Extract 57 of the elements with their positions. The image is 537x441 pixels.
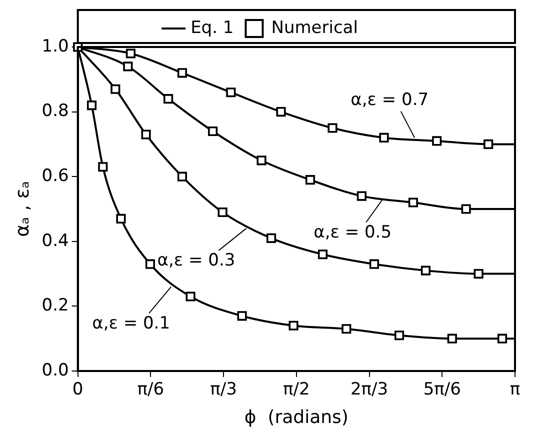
point <box>432 136 442 146</box>
y-tick-label: 0.8 <box>42 101 69 122</box>
point <box>356 191 366 201</box>
point <box>288 320 298 330</box>
x-axis-title: ϕ (radians) <box>244 406 348 428</box>
y-tick-label: 0.4 <box>42 230 69 251</box>
point <box>208 126 218 136</box>
point <box>163 94 174 104</box>
x-tick-label: 2π/3 <box>350 380 388 400</box>
point <box>266 233 276 243</box>
point <box>474 269 484 279</box>
y-tick-label: 0.6 <box>42 166 69 186</box>
point <box>379 132 389 143</box>
x-tick-label: π/2 <box>283 380 310 400</box>
point <box>318 250 328 260</box>
point <box>186 292 196 302</box>
point <box>98 162 108 172</box>
y-tick-label: 0.2 <box>42 296 69 316</box>
annotation: α,ε = 0.3 <box>157 250 236 270</box>
point <box>328 123 338 133</box>
annotation: α,ε = 0.7 <box>350 90 429 110</box>
point <box>497 334 508 344</box>
point <box>237 311 247 321</box>
annotation: α,ε = 0.5 <box>314 222 392 242</box>
annotation: α,ε = 0.1 <box>92 313 170 334</box>
point <box>141 130 151 140</box>
x-tick-label: π/6 <box>137 380 164 400</box>
point <box>420 266 431 276</box>
point <box>408 198 418 208</box>
point <box>86 100 97 110</box>
point <box>126 48 136 58</box>
point <box>305 175 316 185</box>
point <box>177 68 187 78</box>
point <box>218 207 228 218</box>
y-axis-title: αₐ , εₐ <box>11 181 34 237</box>
point <box>116 214 126 224</box>
legend-label: Numerical <box>271 18 358 38</box>
point <box>256 156 266 166</box>
point <box>461 204 471 214</box>
legend-label: Eq. 1 <box>190 18 234 38</box>
point <box>145 259 155 269</box>
point <box>342 324 352 334</box>
x-tick-label: 5π/6 <box>423 380 461 400</box>
point <box>226 88 236 98</box>
point <box>177 172 187 182</box>
y-tick-label: 0.0 <box>42 360 69 380</box>
point <box>276 107 286 117</box>
x-tick-label: π <box>510 380 520 400</box>
point <box>110 84 120 94</box>
x-tick-label: 0 <box>72 380 84 400</box>
point <box>484 139 494 149</box>
point <box>123 62 133 72</box>
point <box>447 334 457 344</box>
point <box>394 330 404 340</box>
y-tick-label: 1.0 <box>42 36 69 56</box>
point <box>369 259 380 269</box>
x-tick-label: π/3 <box>210 380 237 400</box>
